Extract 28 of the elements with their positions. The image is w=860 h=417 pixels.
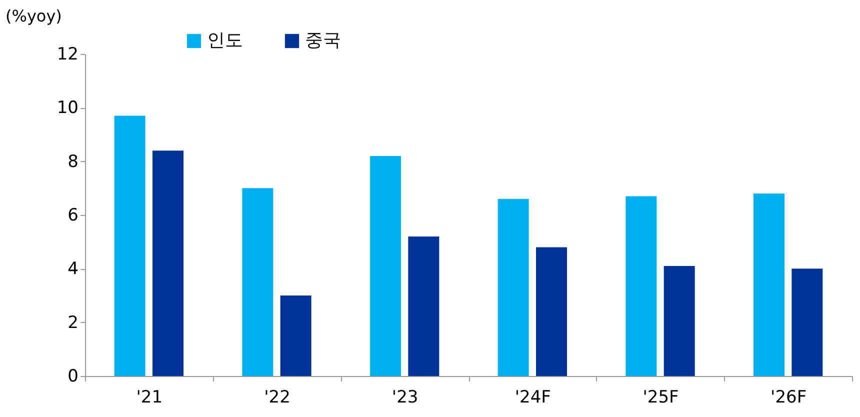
bar	[498, 198, 529, 376]
y-tick-label: 6	[68, 206, 78, 226]
y-tick-label: 10	[56, 98, 78, 118]
bar	[242, 188, 274, 376]
bar	[114, 116, 146, 376]
x-tick-label: '21	[136, 388, 163, 408]
bar	[536, 247, 567, 376]
x-tick-label: '22	[264, 388, 290, 408]
bar	[152, 150, 184, 376]
x-tick-label: '23	[392, 388, 418, 408]
y-tick-label: 12	[56, 44, 78, 64]
y-axis-title: (%yoy)	[6, 6, 62, 26]
bar	[792, 268, 823, 376]
y-tick-label: 4	[68, 259, 78, 280]
bar	[626, 196, 657, 376]
bar	[370, 156, 402, 376]
x-tick-label: '25F	[642, 388, 679, 408]
legend-label: 중국	[305, 30, 341, 51]
x-tick-label: '26F	[770, 388, 807, 408]
bar	[754, 194, 785, 376]
bar	[664, 266, 695, 376]
legend-label: 인도	[207, 30, 243, 51]
y-tick-label: 0	[68, 366, 78, 386]
bar	[408, 236, 440, 376]
x-tick-label: '24F	[514, 388, 551, 408]
y-tick-label: 8	[68, 152, 78, 172]
y-tick-label: 2	[68, 312, 78, 333]
bar	[280, 296, 312, 376]
